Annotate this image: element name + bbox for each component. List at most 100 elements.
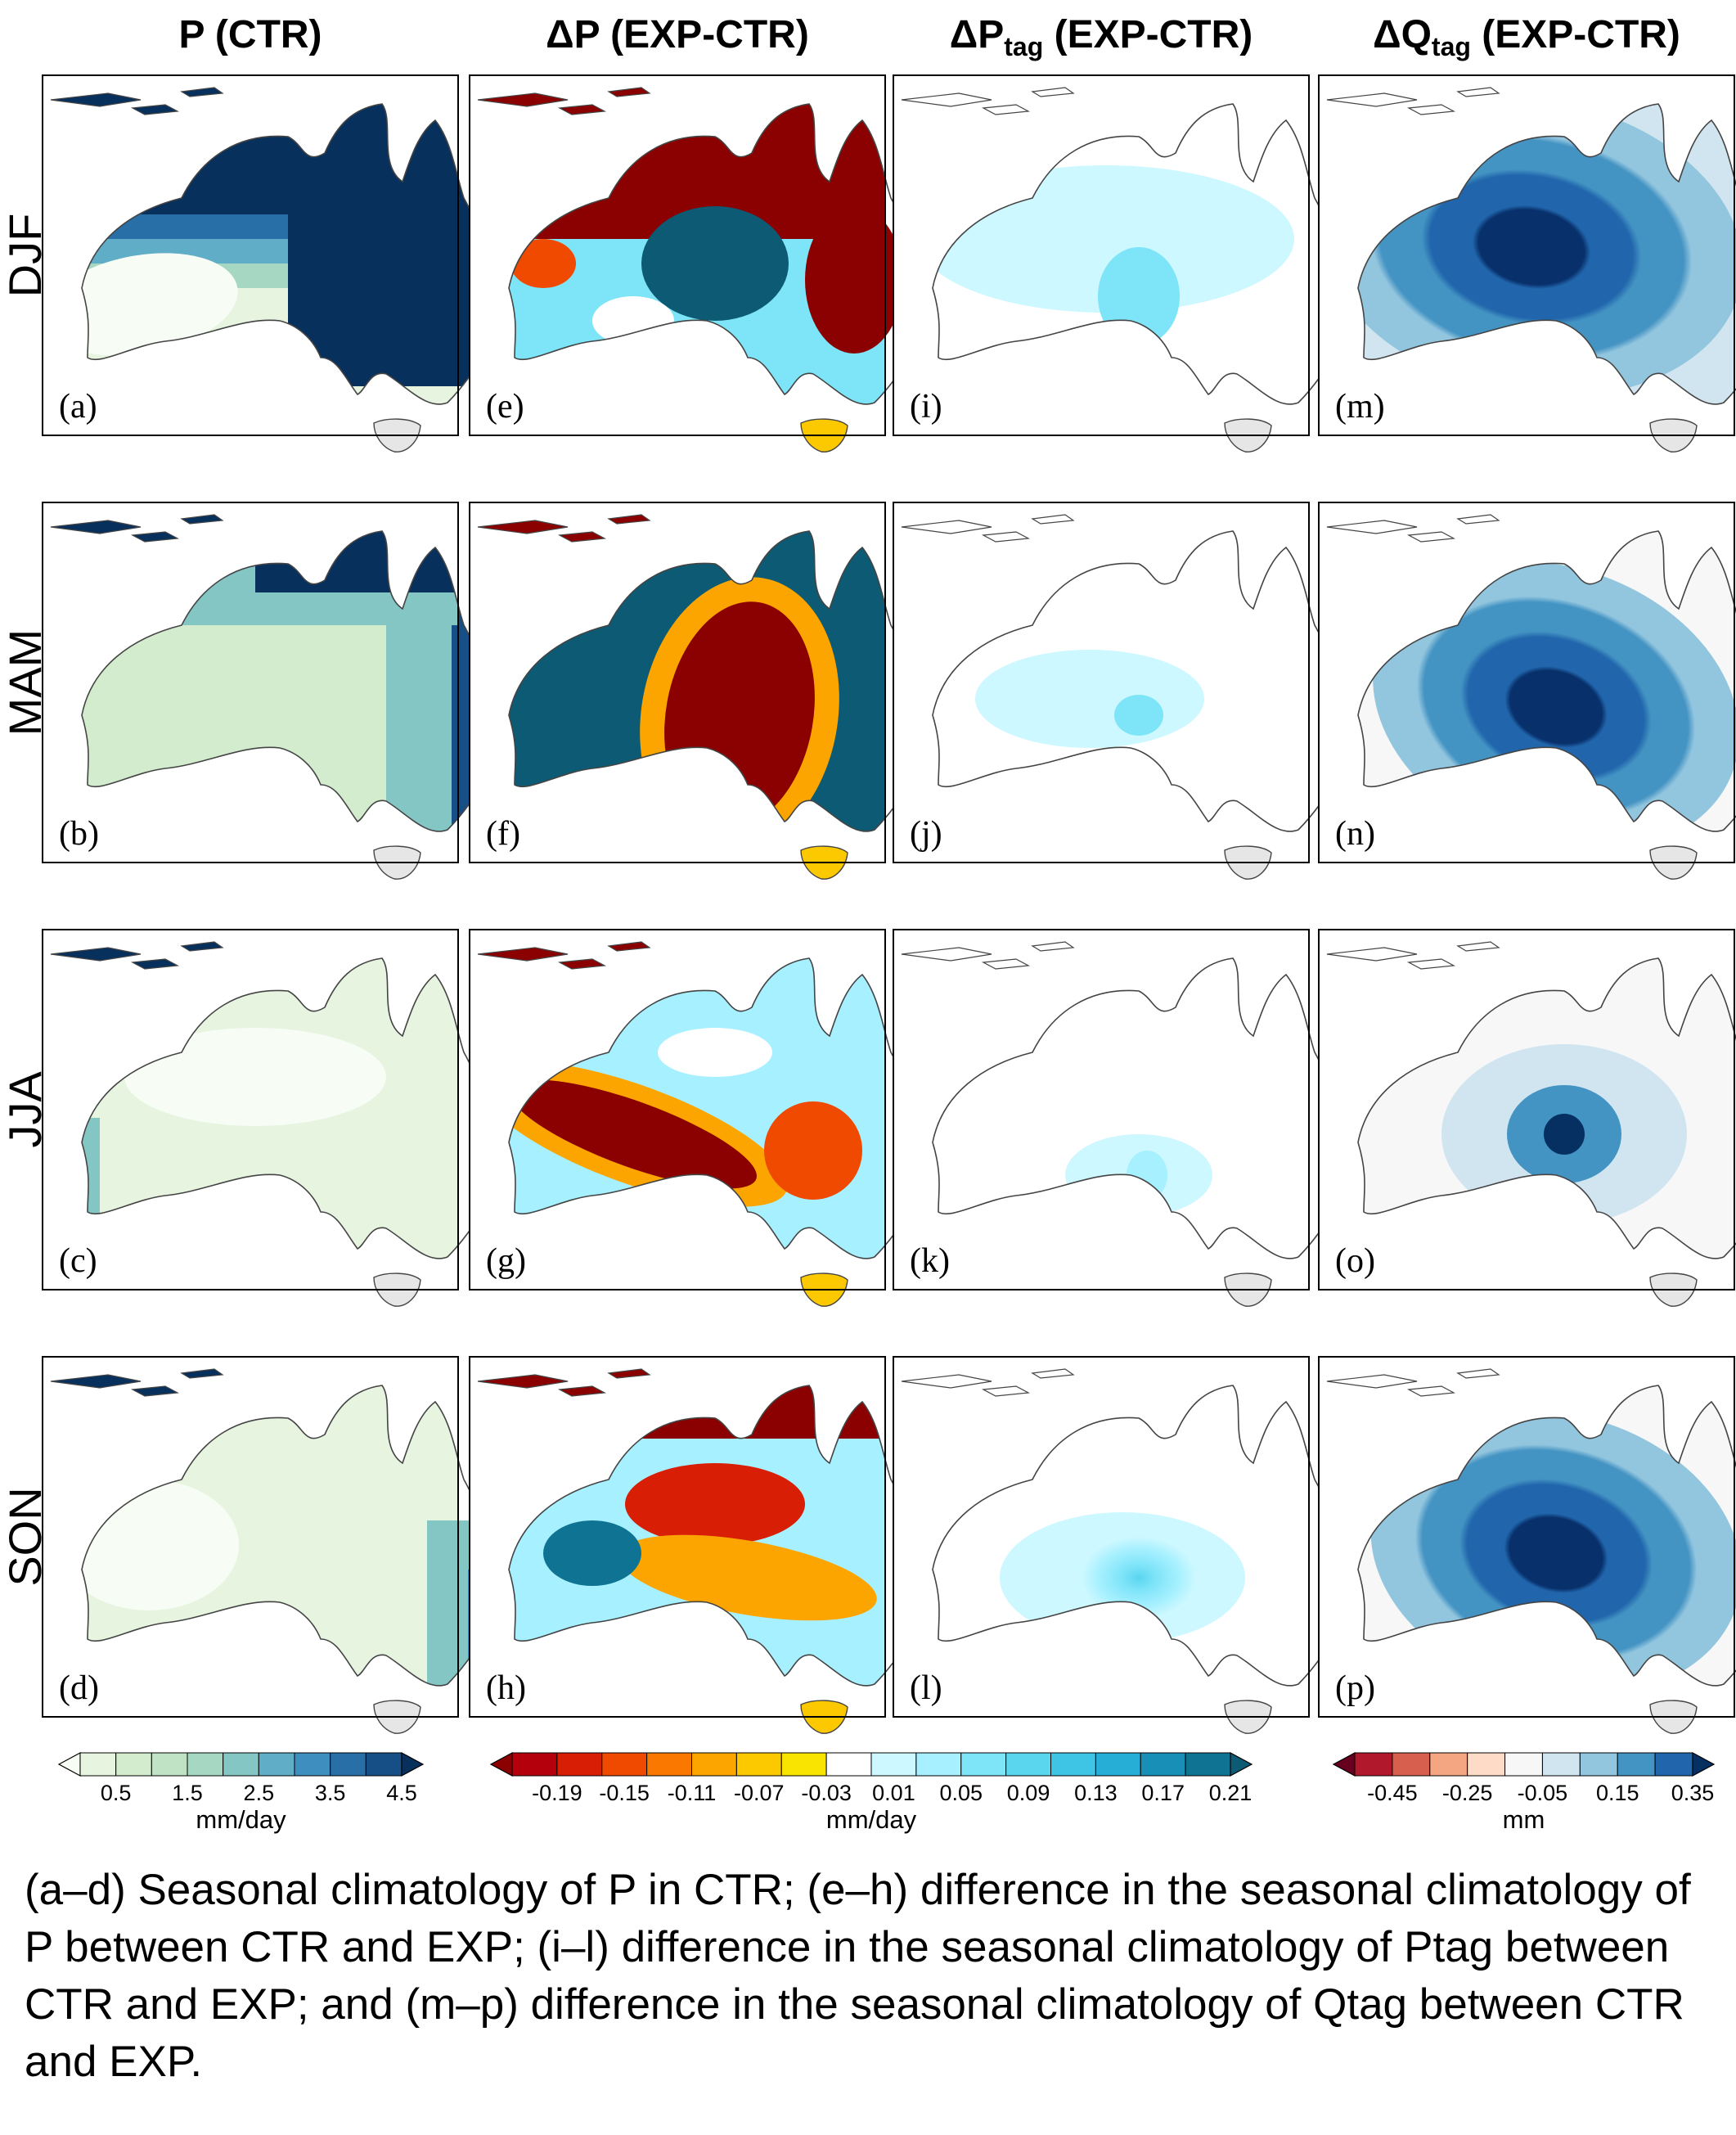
island — [180, 1368, 224, 1379]
colorbar-tick-label: -0.11 — [668, 1781, 717, 1805]
island — [1406, 958, 1456, 970]
island — [180, 941, 224, 952]
island — [901, 520, 992, 534]
colorbar-swatch — [1095, 1752, 1141, 1777]
colorbar-swatch — [960, 1752, 1007, 1777]
colorbar-tick-label: 4.5 — [386, 1781, 417, 1805]
panel-label: (b) — [59, 815, 99, 853]
coastline — [1357, 103, 1736, 405]
colorbar-tick-label: 0.01 — [872, 1781, 915, 1805]
island — [50, 520, 142, 534]
panel-label: (i) — [910, 388, 942, 426]
panel-label: (j) — [910, 815, 942, 853]
colorbar-swatch — [258, 1752, 295, 1777]
colorbar-swatch — [1617, 1752, 1656, 1777]
island — [1326, 92, 1418, 107]
colorbar-swatch — [330, 1752, 367, 1777]
island — [50, 92, 142, 107]
island — [981, 1385, 1031, 1397]
colorbar-tick-label: 0.35 — [1671, 1781, 1715, 1805]
colorbar-swatch — [1185, 1752, 1231, 1777]
colorbar-tick-label: 0.5 — [101, 1781, 132, 1805]
panel-frame — [1318, 1356, 1735, 1718]
panel-label: (n) — [1335, 815, 1375, 853]
panel-frame — [42, 1356, 459, 1718]
island — [607, 1368, 651, 1379]
colorbar-tick-label: 0.13 — [1074, 1781, 1118, 1805]
colorbar-swatch — [915, 1752, 962, 1777]
panel-frame — [42, 502, 459, 863]
island — [477, 1374, 569, 1389]
island — [1406, 531, 1456, 543]
colorbar-tick-label: -0.03 — [801, 1781, 852, 1805]
colorbar-tick-label: -0.15 — [599, 1781, 650, 1805]
colorbar-swatch — [646, 1752, 692, 1777]
panel-label: (k) — [910, 1242, 950, 1280]
island — [1456, 87, 1500, 97]
colorbar-tick-label: 0.09 — [1007, 1781, 1050, 1805]
column-header: P (CTR) — [178, 13, 322, 56]
coastline — [1357, 530, 1736, 832]
island — [130, 104, 180, 115]
map-panel: (g) — [469, 929, 933, 1307]
island — [1456, 1368, 1500, 1379]
island — [1326, 947, 1418, 962]
map-panel: (m) — [1318, 74, 1736, 453]
colorbars: 0.5 1.5 2.5 3.5 4.5 mm/day -0.19 -0.15 -0.11 -0.0… — [57, 1751, 1716, 1834]
colorbar-swatch — [1354, 1752, 1393, 1777]
colorbar-swatch — [556, 1752, 603, 1777]
colorbar-tick-label: -0.19 — [532, 1781, 582, 1805]
island — [607, 941, 651, 952]
map-panel: (e) — [469, 74, 933, 453]
coastline — [1357, 957, 1736, 1259]
colorbar-swatch — [511, 1752, 558, 1777]
island — [1456, 941, 1500, 952]
panel-label: (l) — [910, 1669, 942, 1707]
island — [981, 104, 1031, 115]
colorbar-tick-label: 0.17 — [1141, 1781, 1185, 1805]
map-panel: (h) — [469, 1356, 933, 1734]
map-panel: (c) — [42, 929, 506, 1307]
island — [1031, 941, 1075, 952]
island — [1031, 1368, 1075, 1379]
island — [981, 958, 1031, 970]
colorbar-swatch — [115, 1752, 152, 1777]
island — [1406, 1385, 1456, 1397]
island — [477, 92, 569, 107]
panel-label: (p) — [1335, 1669, 1375, 1707]
island — [1406, 104, 1456, 115]
map-panel: (o) — [1318, 929, 1736, 1307]
island — [901, 92, 992, 107]
colorbar-swatch — [1005, 1752, 1051, 1777]
panel-grid: (a) (e) (i) (m) (b) (f) (j) (n) (c) (g) (k) (o) (d) (… — [42, 74, 1736, 1734]
panel-frame — [893, 1356, 1310, 1718]
panel-frame — [469, 74, 886, 436]
island — [901, 947, 992, 962]
colorbar-tick-label: 0.21 — [1209, 1781, 1253, 1805]
colorbar-tick-label: 0.05 — [939, 1781, 983, 1805]
island — [130, 1385, 180, 1397]
panel-frame — [893, 502, 1310, 863]
colorbar-tick-label: -0.07 — [734, 1781, 785, 1805]
colorbar-swatch — [1504, 1752, 1543, 1777]
island — [130, 531, 180, 543]
panel-frame — [469, 502, 886, 863]
colorbar-swatch — [79, 1752, 117, 1777]
colorbar-unit: mm/day — [826, 1805, 917, 1834]
colorbar-tick-label: 2.5 — [244, 1781, 275, 1805]
map-panel: (n) — [1318, 502, 1736, 880]
colorbar-unit: mm/day — [196, 1805, 286, 1834]
island — [130, 958, 180, 970]
panel-label: (m) — [1335, 388, 1385, 426]
colorbar-swatch — [1140, 1752, 1186, 1777]
colorbar-tick-label: -0.05 — [1518, 1781, 1568, 1805]
colorbar-swatch — [151, 1752, 188, 1777]
island — [557, 104, 607, 115]
island — [50, 1374, 142, 1389]
panel-frame — [1318, 929, 1735, 1290]
panel-frame — [1318, 502, 1735, 863]
column-header: ΔPtag (EXP-CTR) — [950, 13, 1253, 61]
panel-frame — [42, 929, 459, 1290]
coastline — [1357, 1385, 1736, 1687]
island — [1326, 520, 1418, 534]
